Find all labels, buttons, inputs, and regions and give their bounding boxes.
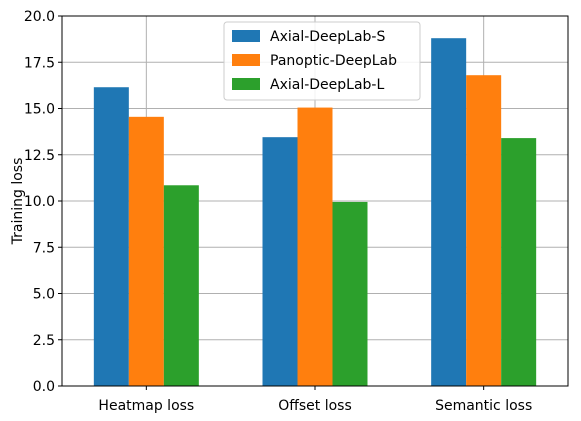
x-tick-label: Heatmap loss: [98, 398, 194, 414]
legend-box: [223, 21, 421, 101]
bar: [297, 107, 333, 386]
y-tick-label: 0.0: [33, 379, 55, 395]
legend-swatch: [232, 54, 260, 66]
y-tick-label: 17.5: [24, 55, 55, 71]
bar: [262, 137, 298, 386]
y-tick-label: 10.0: [24, 194, 55, 210]
bars: [93, 38, 537, 386]
legend-swatch: [232, 30, 260, 42]
axes: [58, 15, 569, 390]
legend-label: Axial-DeepLab-S: [270, 29, 385, 45]
bar: [501, 138, 537, 386]
legend-label: Axial-DeepLab-L: [270, 77, 384, 93]
plot-frame: [61, 15, 569, 387]
tick-labels: 0.0 2.5 5.0 7.5 10.0 12.5 15.0 17.5 20.0 Heatmap …: [24, 9, 532, 414]
y-tick-label: 12.5: [24, 148, 55, 164]
x-tick-label: Semantic loss: [435, 398, 532, 414]
bar: [93, 87, 129, 386]
y-tick-label: 15.0: [24, 102, 55, 118]
legend-label: Panoptic-DeepLab: [270, 53, 397, 69]
x-tick-label: Offset loss: [278, 398, 352, 414]
y-tick-label: 5.0: [33, 287, 55, 303]
y-tick-label: 2.5: [33, 333, 55, 349]
bar: [431, 38, 467, 386]
bar: [163, 185, 199, 386]
bar: [128, 116, 164, 386]
y-tick-label: 7.5: [33, 240, 55, 256]
legend-swatch: [232, 78, 260, 90]
bar: [332, 201, 368, 386]
bar: [466, 75, 502, 386]
legend: Axial-DeepLab-S Panoptic-DeepLab Axial-Dee…: [223, 21, 421, 101]
y-axis-label: Training loss: [10, 158, 26, 246]
y-tick-label: 20.0: [24, 9, 55, 25]
